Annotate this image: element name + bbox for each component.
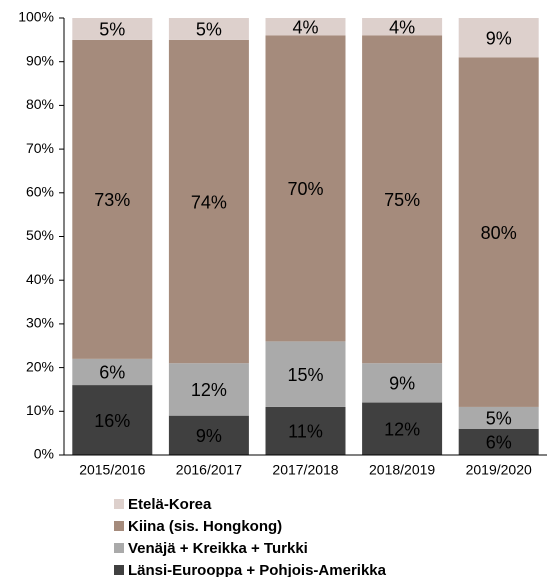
bar-segment	[458, 18, 539, 58]
bar-segment	[72, 358, 153, 386]
bar-segment	[168, 39, 249, 364]
y-tick-label: 30%	[26, 315, 54, 331]
x-tick-label: 2019/2020	[466, 462, 532, 478]
bar-segment	[362, 18, 443, 36]
bar-segment	[362, 402, 443, 455]
bar-segment	[168, 18, 249, 40]
x-tick-label: 2017/2018	[272, 462, 338, 478]
legend-swatch	[114, 565, 124, 575]
x-tick-label: 2018/2019	[369, 462, 435, 478]
bar-segment	[265, 18, 346, 36]
data-label: 73%	[94, 190, 130, 210]
data-label: 5%	[99, 20, 125, 40]
data-label: 75%	[384, 190, 420, 210]
y-tick-label: 80%	[26, 96, 54, 112]
bar-segment	[72, 385, 153, 455]
data-label: 70%	[287, 179, 323, 199]
y-tick-label: 0%	[34, 446, 54, 462]
legend-label: Venäjä + Kreikka + Turkki	[128, 540, 308, 557]
bar-segment	[168, 415, 249, 455]
data-label: 11%	[288, 422, 323, 442]
y-tick-label: 60%	[26, 184, 54, 200]
bar-segment	[168, 363, 249, 416]
y-tick-label: 70%	[26, 140, 54, 156]
data-label: 6%	[486, 433, 512, 453]
y-tick-label: 20%	[26, 358, 54, 374]
bar-segment	[72, 18, 153, 40]
x-tick-label: 2015/2016	[79, 462, 145, 478]
data-label: 80%	[481, 223, 517, 243]
y-tick-label: 10%	[26, 402, 54, 418]
legend-label: Etelä-Korea	[128, 496, 212, 513]
data-label: 6%	[99, 363, 125, 383]
bar-segment	[265, 406, 346, 455]
data-label: 5%	[486, 409, 512, 429]
bar-segment	[458, 406, 539, 429]
bar-segment	[265, 35, 346, 342]
y-tick-label: 90%	[26, 52, 54, 68]
data-label: 9%	[486, 28, 512, 48]
data-label: 12%	[384, 420, 420, 440]
legend-label: Länsi-Eurooppa + Pohjois-Amerikka	[128, 562, 387, 577]
legend-swatch	[114, 521, 124, 531]
bar-segment	[265, 341, 346, 407]
y-tick-label: 50%	[26, 227, 54, 243]
data-label: 5%	[196, 20, 222, 40]
data-label: 9%	[196, 426, 222, 446]
bar-segment	[362, 35, 443, 364]
y-tick-label: 40%	[26, 271, 54, 287]
data-label: 15%	[287, 365, 323, 385]
data-label: 12%	[191, 380, 227, 400]
bar-segment	[72, 39, 153, 359]
legend-swatch	[114, 543, 124, 553]
data-label: 4%	[389, 17, 415, 37]
bar-segment	[458, 57, 539, 407]
bar-segment	[362, 363, 443, 403]
data-label: 9%	[389, 374, 415, 394]
legend-swatch	[114, 499, 124, 509]
legend-label: Kiina (sis. Hongkong)	[128, 518, 282, 535]
y-tick-label: 100%	[18, 9, 54, 25]
bar-segment	[458, 428, 539, 455]
data-label: 16%	[94, 411, 130, 431]
data-label: 74%	[191, 192, 227, 212]
x-tick-label: 2016/2017	[176, 462, 242, 478]
data-label: 4%	[292, 17, 318, 37]
